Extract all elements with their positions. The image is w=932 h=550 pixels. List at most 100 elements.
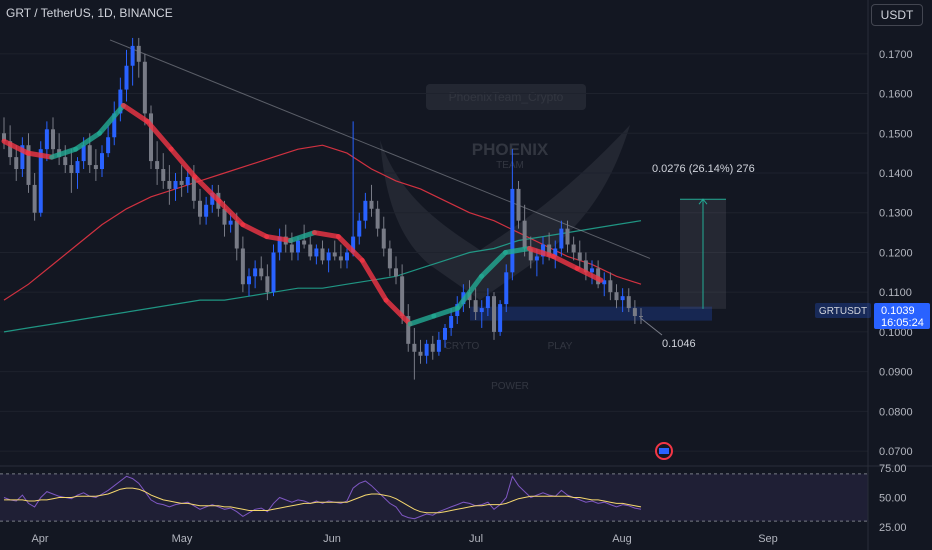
candle-body — [534, 256, 539, 261]
symbol-badge — [815, 303, 871, 318]
candle-body — [234, 220, 239, 249]
phoenix-logo-icon — [380, 125, 630, 300]
candle-body — [590, 268, 594, 273]
time-tick-label: Jun — [323, 533, 341, 545]
candle-body — [375, 208, 380, 229]
wave-segment — [526, 245, 556, 259]
wave-segment — [311, 230, 341, 240]
price-tick-label: 0.1600 — [879, 89, 913, 101]
measure-label: 0.0276 (26.14%) 276 — [652, 163, 755, 175]
support-zone — [470, 306, 712, 321]
candle-body — [308, 244, 313, 257]
candle-body — [608, 280, 613, 293]
wave-segment — [216, 198, 246, 228]
candle-body — [357, 220, 362, 237]
candle-body — [381, 228, 386, 249]
wave-segment — [264, 234, 294, 244]
price-badge: GRTUSDT 0.1039 16:05:24 — [815, 303, 930, 329]
candle-body — [406, 316, 411, 344]
flag-icon[interactable] — [655, 442, 673, 460]
trendline-line — [109, 39, 651, 259]
candle-body — [179, 180, 184, 185]
bar-countdown: 16:05:24 — [881, 317, 924, 329]
trendline[interactable] — [109, 39, 651, 259]
candle-body — [547, 244, 552, 257]
wave-segment — [97, 102, 126, 136]
wave-segment — [192, 174, 222, 204]
candle-body — [510, 188, 515, 273]
candle-body — [240, 248, 245, 285]
candle-body — [394, 268, 398, 277]
candle-body — [363, 200, 368, 221]
wave-segment — [335, 234, 365, 263]
candle-body — [289, 244, 294, 253]
candle-body — [577, 252, 582, 261]
watermark-top-text: PhoenixTeam_Crypto — [449, 90, 564, 104]
candle-body — [473, 300, 478, 313]
candle-body — [204, 204, 209, 217]
candle-body — [559, 228, 564, 249]
candle-body — [430, 343, 435, 352]
wave-segment — [502, 245, 532, 255]
candle-body — [522, 220, 527, 249]
candle-body — [351, 236, 356, 253]
candle-body — [210, 192, 215, 205]
last-price-value: 0.1039 — [881, 305, 915, 317]
candle-body — [149, 113, 153, 162]
currency-button[interactable]: USDT — [871, 4, 923, 26]
price-tick-label: 0.1100 — [879, 287, 912, 299]
time-axis[interactable]: Apr May Jun Jul Aug Sep — [31, 533, 777, 545]
wave-segment — [431, 305, 461, 319]
candle-body — [63, 157, 68, 166]
candle-body — [387, 248, 392, 269]
price-axis[interactable]: 0.1700 0.1600 0.1500 0.1400 0.1300 0.1200 0.11… — [867, 0, 913, 550]
candle-body — [222, 208, 227, 225]
candle-body — [400, 276, 405, 317]
candle-body — [20, 145, 25, 170]
rsi-tick-label: 25.00 — [879, 522, 907, 534]
watermark-logo-sub: TEAM — [496, 160, 524, 171]
time-tick-label: Jul — [469, 533, 483, 545]
candle-body — [449, 316, 454, 328]
candle-body — [185, 176, 190, 185]
symbol-badge-text: GRTUSDT — [819, 306, 867, 317]
candle-body — [8, 141, 13, 158]
symbol-title: GRT / TetherUS, 1D, BINANCE — [6, 6, 173, 20]
candle-body — [277, 236, 282, 253]
candle-body — [26, 145, 31, 185]
candle-body — [253, 268, 258, 277]
rsi-signal-line — [4, 487, 642, 514]
wave-segment — [73, 130, 103, 152]
time-tick-label: Aug — [612, 533, 632, 545]
candle-body — [424, 343, 429, 356]
moving-average-line — [3, 144, 642, 301]
candle-body — [626, 296, 631, 309]
price-tick-label: 0.1200 — [879, 247, 913, 259]
price-tick-label: 0.0800 — [879, 406, 913, 418]
candle-body — [583, 260, 588, 273]
support-leader-line — [639, 317, 663, 336]
candle-body — [69, 165, 74, 174]
candle-body — [247, 276, 251, 285]
rsi-tick-label: 50.00 — [879, 493, 907, 505]
candle-body — [553, 248, 558, 257]
candle-body — [167, 180, 172, 189]
candle-body — [302, 240, 307, 245]
candle-body — [118, 89, 123, 114]
time-tick-label: Sep — [758, 533, 778, 545]
candle-body — [571, 244, 576, 253]
drawing-zones[interactable] — [470, 198, 726, 336]
watermark-logo-text: PHOENIX — [472, 140, 549, 159]
candle-body — [161, 169, 166, 181]
candle-body — [479, 308, 484, 313]
candle-body — [81, 145, 86, 162]
wave-segment — [574, 265, 604, 283]
candle-body — [602, 280, 607, 285]
price-grid — [0, 53, 868, 452]
candle-body — [632, 308, 637, 317]
moving-average-line — [3, 220, 642, 333]
candle-body — [314, 248, 319, 257]
watermark-banner — [426, 84, 586, 110]
wave-segment — [479, 249, 508, 279]
